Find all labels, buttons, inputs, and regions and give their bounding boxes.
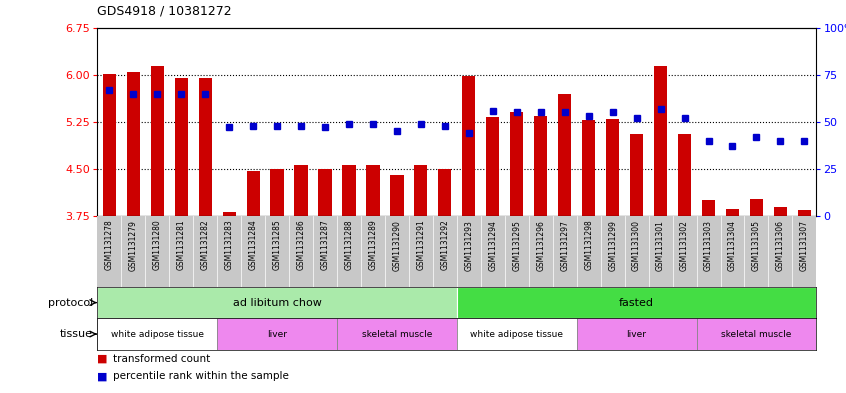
Text: GSM1131300: GSM1131300 — [632, 220, 641, 271]
Text: GSM1131297: GSM1131297 — [560, 220, 569, 270]
Text: GSM1131292: GSM1131292 — [441, 220, 449, 270]
Bar — [798, 210, 811, 216]
Text: GSM1131293: GSM1131293 — [464, 220, 473, 270]
Text: GSM1131282: GSM1131282 — [201, 220, 210, 270]
Text: ■: ■ — [97, 371, 107, 381]
Text: GSM1131298: GSM1131298 — [585, 220, 593, 270]
Text: GSM1131279: GSM1131279 — [129, 220, 138, 270]
Bar — [343, 165, 355, 216]
Text: GSM1131294: GSM1131294 — [488, 220, 497, 270]
Bar — [199, 78, 212, 216]
Bar — [702, 200, 715, 216]
Text: GSM1131285: GSM1131285 — [272, 220, 282, 270]
Text: ■: ■ — [97, 354, 107, 364]
Bar — [390, 175, 404, 216]
Text: GSM1131302: GSM1131302 — [680, 220, 689, 270]
Bar — [246, 171, 260, 216]
Text: GSM1131287: GSM1131287 — [321, 220, 329, 270]
Bar — [415, 165, 427, 216]
Bar — [294, 165, 308, 216]
Bar — [174, 78, 188, 216]
Bar — [217, 318, 337, 350]
Text: GSM1131281: GSM1131281 — [177, 220, 185, 270]
Bar — [271, 169, 283, 216]
Bar — [534, 116, 547, 216]
Text: GSM1131295: GSM1131295 — [513, 220, 521, 270]
Bar — [486, 118, 499, 216]
Text: white adipose tissue: white adipose tissue — [111, 330, 204, 338]
Bar — [127, 72, 140, 216]
Text: GSM1131303: GSM1131303 — [704, 220, 713, 271]
Bar — [366, 165, 380, 216]
Text: protocol: protocol — [48, 298, 93, 308]
Text: GSM1131291: GSM1131291 — [416, 220, 426, 270]
Bar — [102, 74, 116, 216]
Text: tissue: tissue — [60, 329, 93, 339]
Text: GSM1131283: GSM1131283 — [225, 220, 233, 270]
Bar — [750, 199, 763, 216]
Bar — [151, 66, 164, 216]
Text: GSM1131305: GSM1131305 — [752, 220, 761, 271]
Text: GSM1131286: GSM1131286 — [297, 220, 305, 270]
Text: transformed count: transformed count — [113, 354, 210, 364]
Text: GSM1131306: GSM1131306 — [776, 220, 785, 271]
Bar — [606, 119, 619, 216]
Text: GSM1131290: GSM1131290 — [393, 220, 401, 270]
Text: liver: liver — [267, 330, 287, 338]
Text: GSM1131289: GSM1131289 — [369, 220, 377, 270]
Text: GSM1131288: GSM1131288 — [344, 220, 354, 270]
Bar — [696, 318, 816, 350]
Text: fasted: fasted — [619, 298, 654, 308]
Bar — [97, 287, 457, 318]
Text: liver: liver — [627, 330, 646, 338]
Bar — [558, 94, 571, 216]
Text: percentile rank within the sample: percentile rank within the sample — [113, 371, 288, 381]
Bar — [337, 318, 457, 350]
Text: GSM1131280: GSM1131280 — [153, 220, 162, 270]
Text: GDS4918 / 10381272: GDS4918 / 10381272 — [97, 5, 232, 18]
Bar — [318, 169, 332, 216]
Text: GSM1131296: GSM1131296 — [536, 220, 545, 270]
Text: GSM1131307: GSM1131307 — [800, 220, 809, 271]
Text: GSM1131304: GSM1131304 — [728, 220, 737, 271]
Bar — [457, 318, 577, 350]
Bar — [726, 209, 739, 216]
Text: skeletal muscle: skeletal muscle — [722, 330, 792, 338]
Bar — [462, 76, 475, 216]
Text: ad libitum chow: ad libitum chow — [233, 298, 321, 308]
Bar — [582, 120, 596, 216]
Text: GSM1131301: GSM1131301 — [656, 220, 665, 270]
Text: skeletal muscle: skeletal muscle — [362, 330, 432, 338]
Text: white adipose tissue: white adipose tissue — [470, 330, 563, 338]
Text: GSM1131278: GSM1131278 — [105, 220, 113, 270]
Bar — [774, 207, 787, 216]
Bar — [222, 212, 236, 216]
Bar — [457, 287, 816, 318]
Bar — [630, 134, 643, 216]
Bar — [438, 169, 452, 216]
Bar — [654, 66, 667, 216]
Bar — [97, 318, 217, 350]
Text: GSM1131284: GSM1131284 — [249, 220, 257, 270]
Bar — [678, 134, 691, 216]
Bar — [577, 318, 696, 350]
Bar — [510, 112, 524, 216]
Text: GSM1131299: GSM1131299 — [608, 220, 617, 270]
